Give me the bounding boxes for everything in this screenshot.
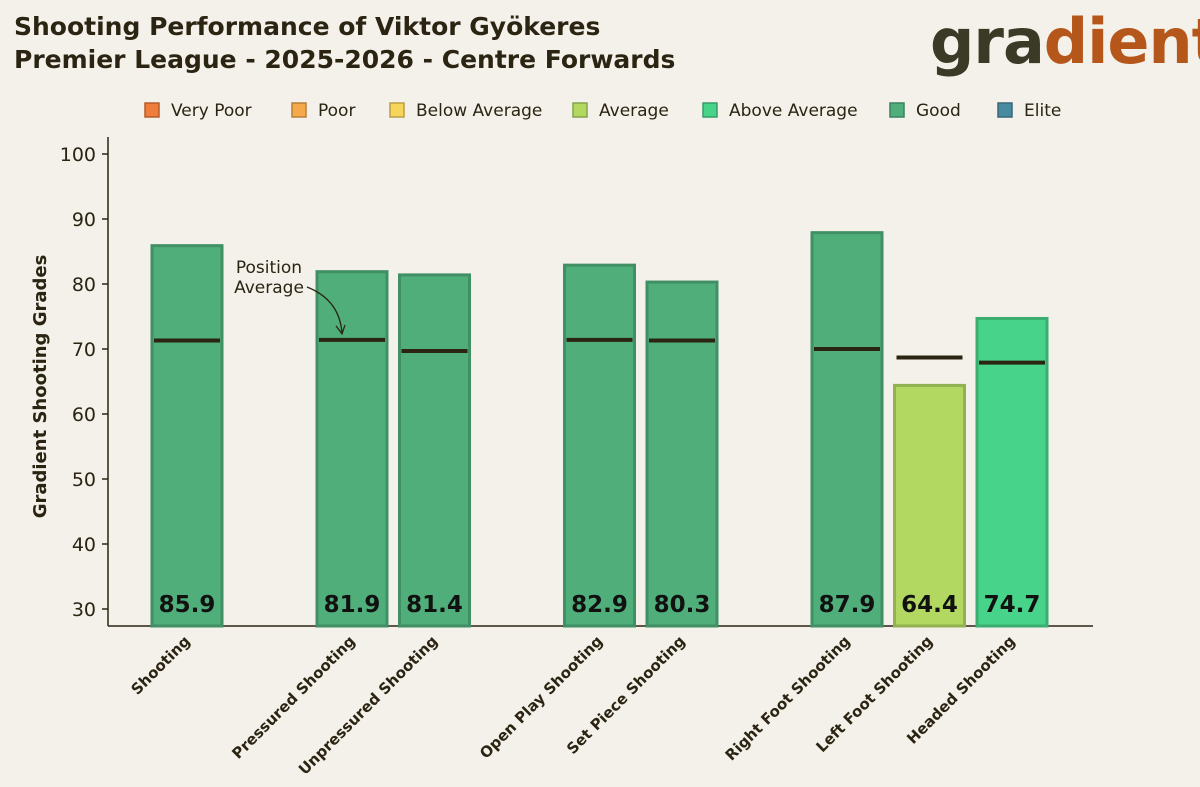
- legend-swatch-average: [572, 102, 588, 118]
- annotation-line-1: Position: [236, 258, 302, 278]
- x-tick-label-shooting: Shooting: [127, 632, 193, 698]
- y-tick-label-40: 40: [72, 534, 96, 556]
- bar-pressured-shooting: [315, 270, 389, 628]
- title-line-1: Shooting Performance of Viktor Gyökeres: [14, 12, 601, 41]
- y-tick-label-60: 60: [72, 404, 96, 426]
- legend-label-below-average: Below Average: [416, 101, 542, 121]
- legend-swatch-very-poor: [144, 102, 160, 118]
- annotation-arrow-head: [335, 324, 346, 336]
- legend-swatch-below-average: [389, 102, 405, 118]
- bar-headed-shooting: [975, 316, 1049, 628]
- value-label-pressured-shooting: 81.9: [324, 592, 381, 618]
- annotation-line-2: Average: [234, 278, 304, 298]
- logo-text-accent: dient: [1043, 5, 1200, 78]
- bar-unpressured-shooting: [398, 273, 471, 628]
- title-line-2: Premier League - 2025-2026 - Centre Forw…: [14, 45, 676, 74]
- y-tick-label-50: 50: [72, 469, 96, 491]
- value-label-set-piece-shooting: 80.3: [654, 592, 711, 618]
- y-tick-label-30: 30: [72, 599, 96, 621]
- y-tick-label-100: 100: [60, 144, 96, 166]
- legend-label-very-poor: Very Poor: [171, 101, 252, 121]
- legend-label-poor: Poor: [318, 101, 355, 121]
- bar-open-play-shooting: [563, 263, 636, 628]
- bar-set-piece-shooting: [645, 280, 719, 628]
- x-tick-label-unpressured-shooting: Unpressured Shooting: [295, 632, 441, 778]
- legend-label-average: Average: [599, 101, 669, 121]
- bar-right-foot-shooting: [810, 231, 884, 628]
- y-tick-label-70: 70: [72, 339, 96, 361]
- y-axis-label: Gradient Shooting Grades: [30, 255, 51, 519]
- legend-label-above-average: Above Average: [729, 101, 858, 121]
- legend-swatch-poor: [291, 102, 307, 118]
- legend-swatch-above-average: [702, 102, 718, 118]
- legend-swatch-good: [889, 102, 905, 118]
- bar-shooting: [150, 244, 224, 628]
- annotation-arrow: [306, 286, 343, 334]
- value-label-unpressured-shooting: 81.4: [406, 592, 463, 618]
- legend-label-elite: Elite: [1024, 101, 1061, 121]
- legend-label-good: Good: [916, 101, 961, 121]
- y-tick-label-90: 90: [72, 209, 96, 231]
- bar-left-foot-shooting: [893, 383, 966, 628]
- value-label-right-foot-shooting: 87.9: [819, 592, 876, 618]
- y-tick-label-80: 80: [72, 274, 96, 296]
- value-label-shooting: 85.9: [159, 592, 216, 618]
- value-label-open-play-shooting: 82.9: [571, 592, 628, 618]
- gradient-logo: gradient: [930, 2, 1200, 82]
- value-label-headed-shooting: 74.7: [984, 592, 1041, 618]
- chart-title: Shooting Performance of Viktor Gyökeres …: [14, 10, 675, 76]
- logo-text-dark: gra: [930, 5, 1045, 78]
- value-label-left-foot-shooting: 64.4: [901, 592, 958, 618]
- legend-swatch-elite: [997, 102, 1013, 118]
